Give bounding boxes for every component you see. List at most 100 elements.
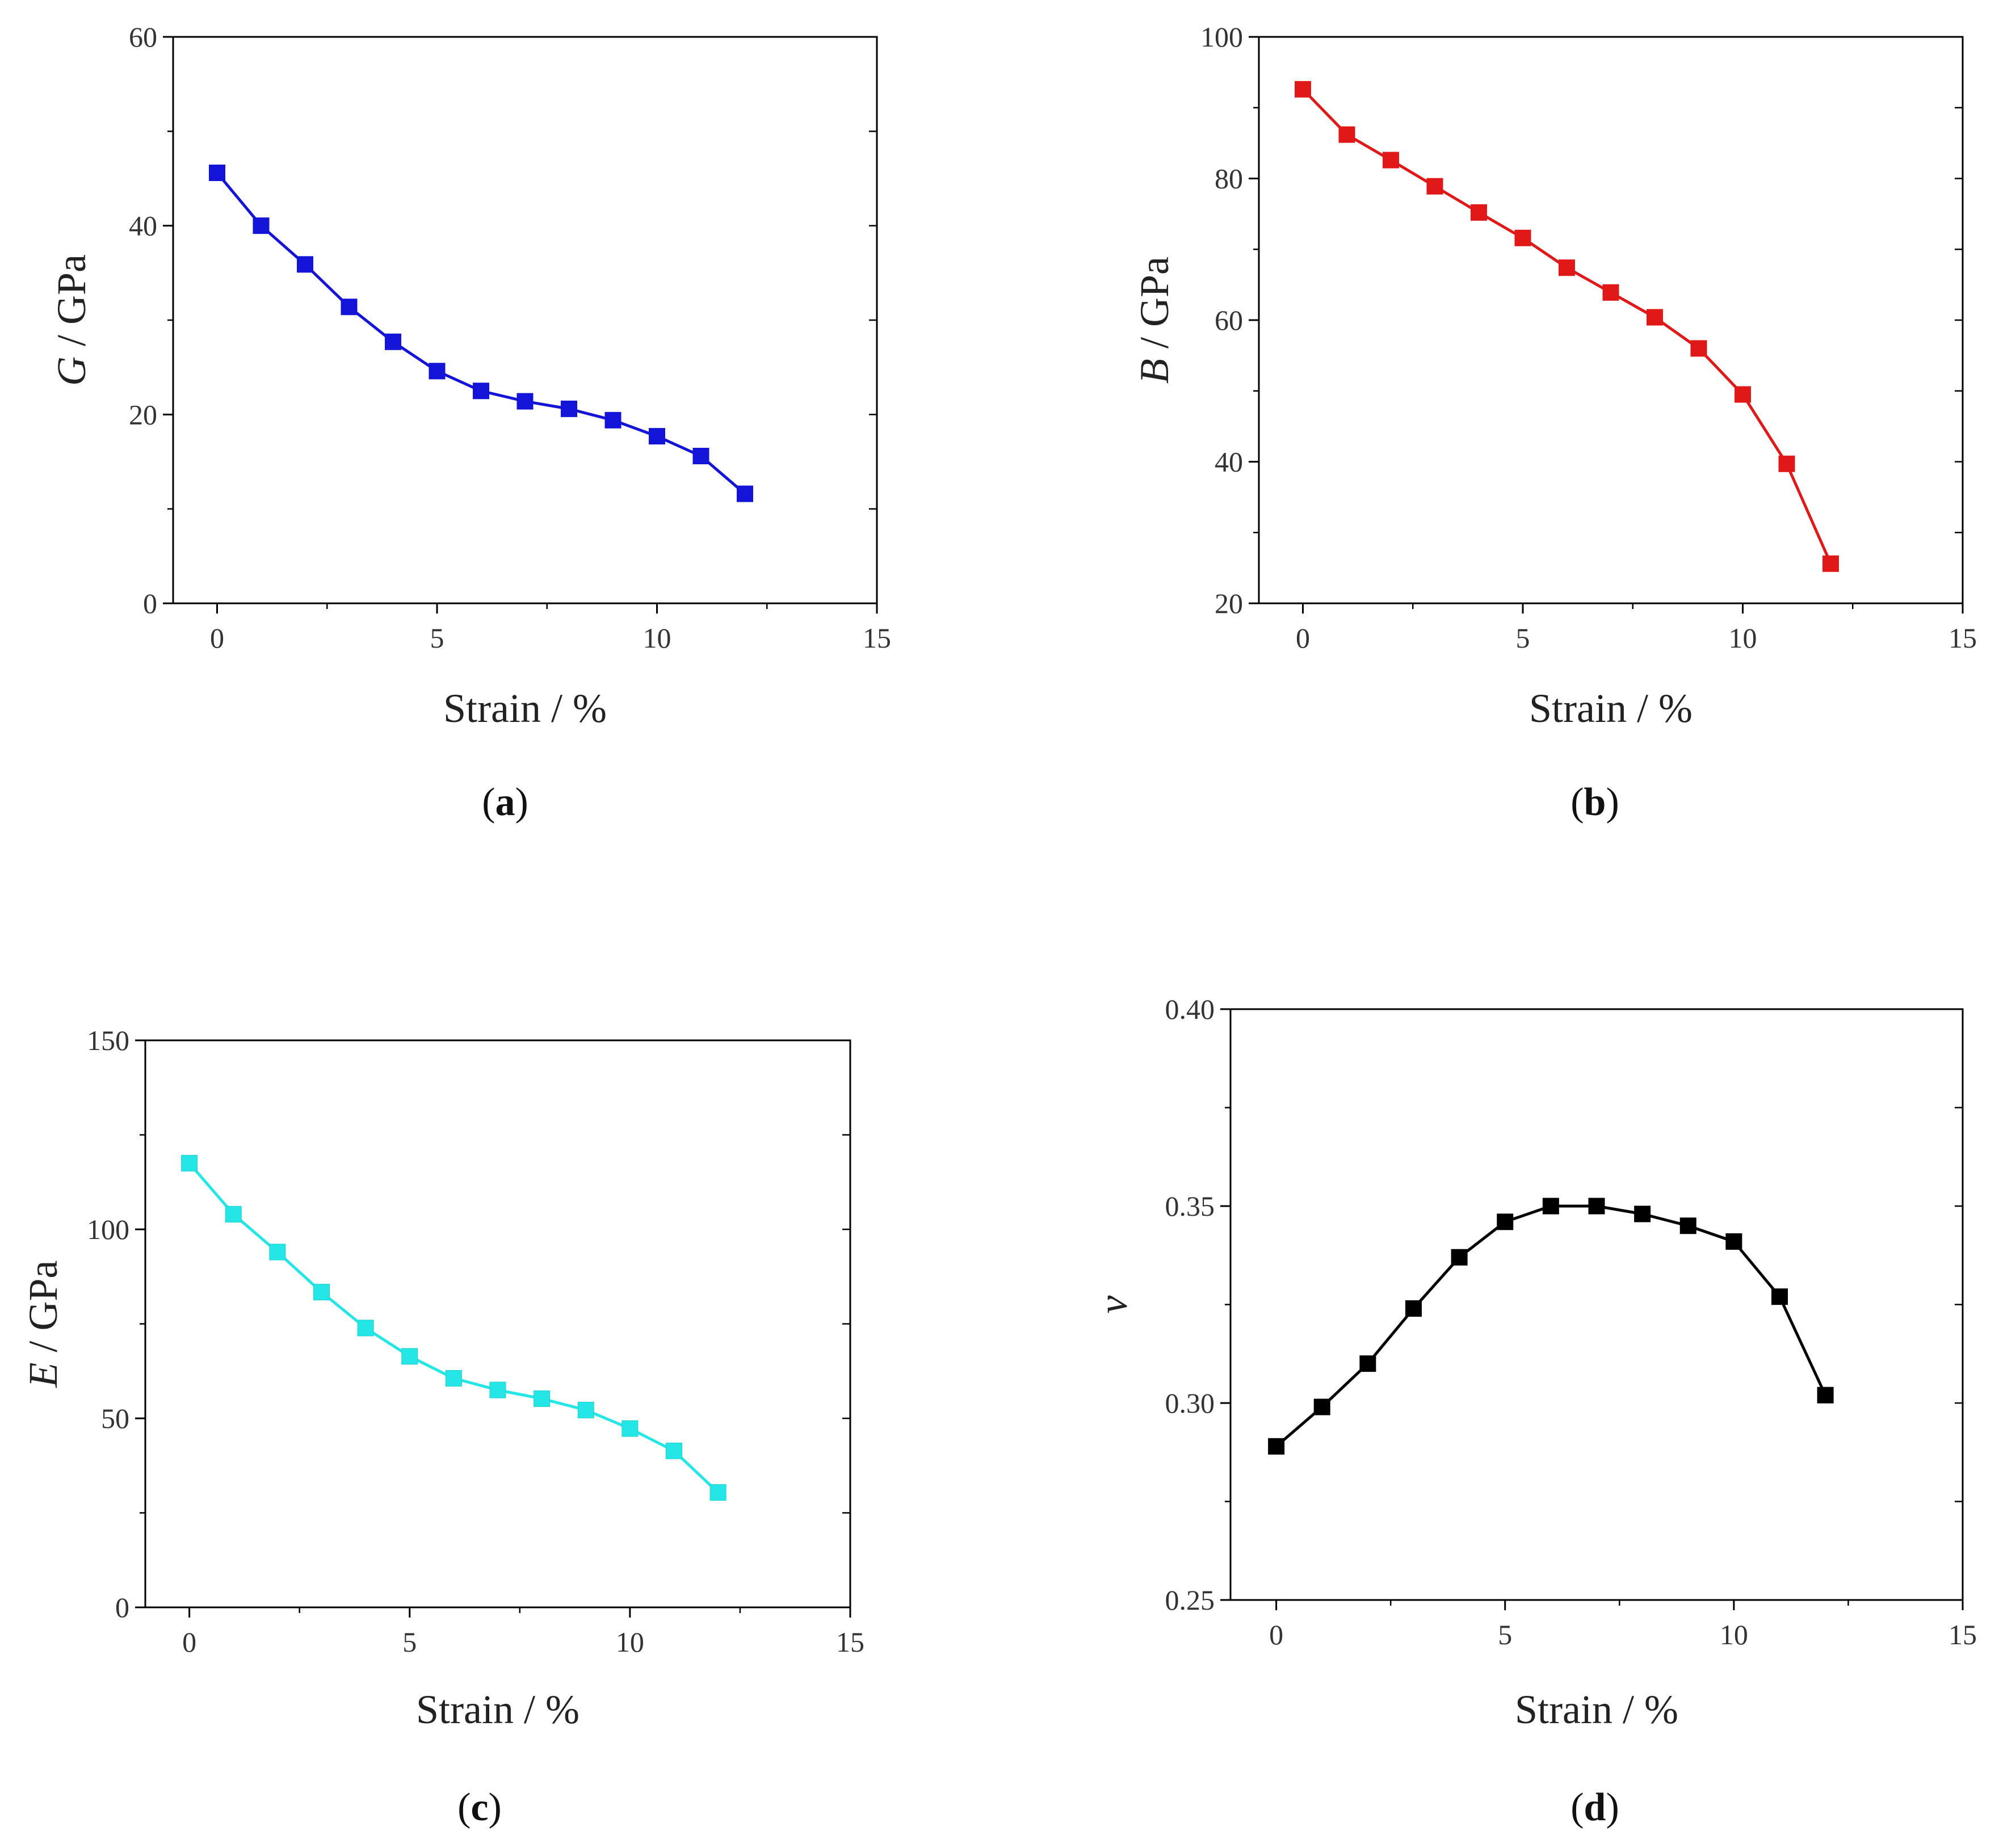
caption-letter: a <box>495 780 515 824</box>
data-point <box>534 1390 551 1407</box>
y-tick-label: 150 <box>87 1024 129 1056</box>
data-point <box>341 299 358 316</box>
data-point <box>1647 309 1663 326</box>
x-axis-title: Strain / % <box>1529 686 1693 731</box>
data-point <box>577 1401 594 1418</box>
x-tick-label: 10 <box>643 622 671 654</box>
chart-panel-a: 0 5 10 15 0 20 40 60 Strain / % G / GPa (a) <box>49 21 891 824</box>
data-point <box>1602 284 1619 301</box>
data-point <box>269 1244 286 1261</box>
panel-caption: (a) <box>482 780 528 824</box>
caption-close: ) <box>515 780 528 824</box>
y-axis-unit: / GPa <box>49 254 94 356</box>
data-point <box>1451 1249 1468 1266</box>
data-point <box>1817 1387 1834 1404</box>
y-tick-label: 60 <box>1215 304 1243 336</box>
data-point <box>1735 386 1751 403</box>
data-point <box>1405 1300 1422 1317</box>
data-point <box>1383 152 1399 169</box>
x-tick-label: 5 <box>402 1626 417 1658</box>
y-tick-label: 20 <box>1215 587 1243 619</box>
y-axis-symbol: E <box>20 1363 66 1388</box>
x-tick-label: 10 <box>616 1626 644 1658</box>
data-point <box>1295 81 1311 98</box>
data-point <box>1359 1355 1376 1372</box>
caption-open: ( <box>1570 780 1584 824</box>
data-point <box>1690 340 1707 357</box>
plot-frame <box>1229 1008 1964 1601</box>
data-point <box>1771 1288 1788 1305</box>
data-point <box>489 1381 506 1398</box>
data-point <box>445 1370 462 1387</box>
y-tick-label: 20 <box>129 398 157 430</box>
y-axis-title: E / GPa <box>20 1261 66 1388</box>
y-tick-label: 0.40 <box>1165 993 1215 1025</box>
data-point <box>561 400 577 417</box>
data-point <box>709 1484 726 1501</box>
data-point <box>1778 455 1795 472</box>
data-point <box>253 217 270 234</box>
data-point <box>429 363 446 380</box>
y-tick-label: 0.25 <box>1165 1584 1215 1616</box>
data-point <box>1268 1438 1285 1455</box>
data-point <box>1542 1198 1559 1215</box>
data-point <box>1822 555 1839 572</box>
data-point <box>209 165 225 182</box>
data-point <box>737 485 753 502</box>
data-point <box>1559 259 1575 276</box>
data-point <box>1313 1398 1330 1416</box>
x-tick-label: 15 <box>836 1626 864 1658</box>
y-tick-label: 0.30 <box>1165 1387 1215 1419</box>
x-tick-label: 5 <box>1498 1619 1512 1650</box>
y-axis-title: G / GPa <box>49 254 94 386</box>
y-tick-label: 80 <box>1215 163 1243 195</box>
chart-panel-b: 0 5 10 15 20 40 60 80 100 Strain / % B / GPa (b) <box>1132 21 1977 824</box>
data-point <box>1679 1217 1696 1234</box>
plot-frame <box>144 1039 851 1608</box>
plot-frame <box>172 36 878 604</box>
x-tick-label: 5 <box>1516 622 1530 654</box>
x-tick-label: 0 <box>210 622 224 654</box>
y-tick-label: 40 <box>1215 446 1243 478</box>
data-point <box>1725 1233 1742 1250</box>
y-tick-label: 60 <box>129 21 157 53</box>
x-axis-title: Strain / % <box>1515 1687 1678 1732</box>
x-tick-label: 0 <box>1296 622 1310 654</box>
data-point <box>1634 1206 1651 1223</box>
data-point <box>473 383 489 400</box>
series-line <box>1275 1204 1827 1448</box>
data-point <box>385 333 401 350</box>
data-point <box>649 428 665 445</box>
data-point <box>181 1154 198 1171</box>
y-tick-label: 50 <box>101 1402 129 1434</box>
x-tick-label: 10 <box>1729 622 1757 654</box>
data-point <box>666 1442 682 1459</box>
y-tick-label: 40 <box>129 210 157 242</box>
data-point <box>1588 1198 1605 1215</box>
y-axis-title: ν <box>1090 1295 1136 1313</box>
caption-open: ( <box>482 780 495 824</box>
y-axis-symbol: B <box>1132 359 1177 384</box>
data-point <box>401 1348 418 1365</box>
data-point <box>357 1320 374 1337</box>
caption-close: ) <box>1606 1786 1619 1829</box>
y-axis-title: B / GPa <box>1132 257 1177 384</box>
data-point <box>1514 229 1531 246</box>
y-tick-label: 0.35 <box>1165 1190 1215 1222</box>
data-point <box>297 256 313 273</box>
caption-letter: b <box>1584 780 1606 824</box>
data-point <box>1426 178 1443 195</box>
panel-caption: (d) <box>1570 1786 1619 1829</box>
y-axis-symbol: G <box>49 356 94 386</box>
data-point <box>692 448 709 465</box>
data-point <box>621 1420 639 1437</box>
data-point <box>1497 1213 1514 1230</box>
data-point <box>516 393 534 410</box>
y-tick-label: 0 <box>115 1591 129 1623</box>
panel-caption: (c) <box>457 1786 502 1829</box>
caption-open: ( <box>457 1786 471 1829</box>
data-point <box>1471 204 1487 221</box>
caption-open: ( <box>1570 1786 1584 1829</box>
plot-frame <box>1258 36 1964 604</box>
